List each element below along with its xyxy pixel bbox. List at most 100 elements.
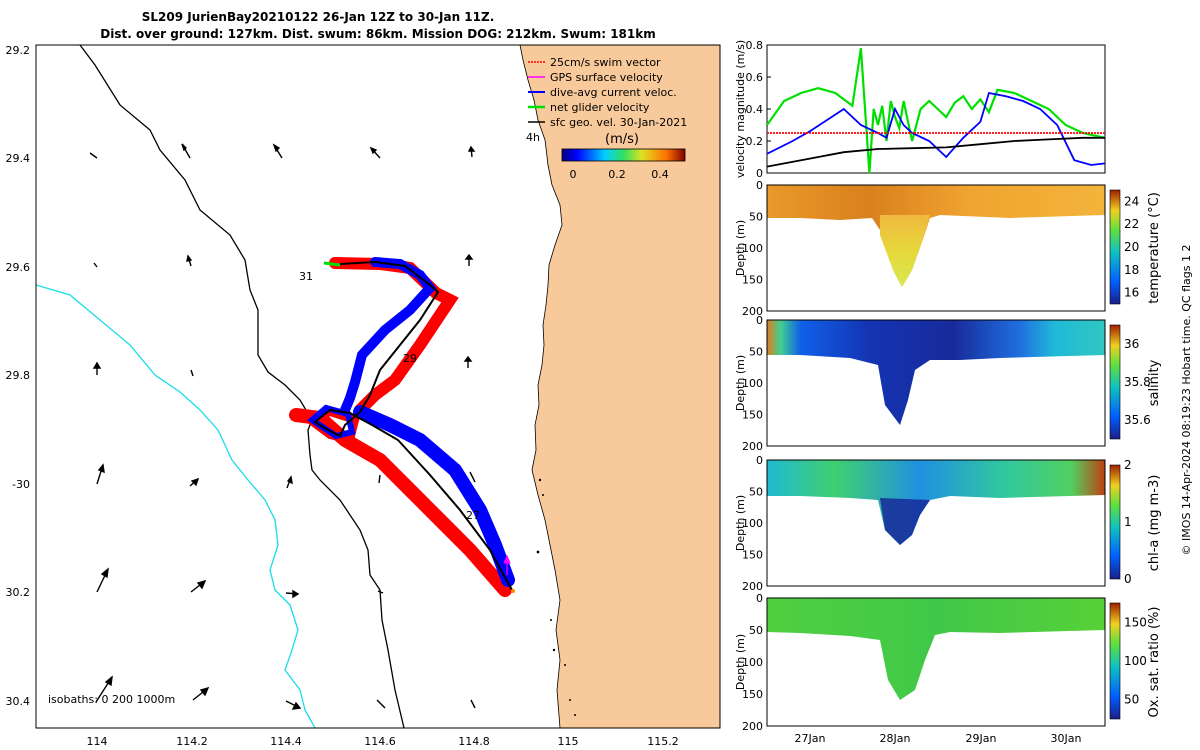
velocity-plot-frame [766, 44, 1106, 174]
salinity-colorbar [1109, 324, 1121, 440]
map-x-axis: 114 114.2 114.4 114.6 114.8 115 115.2 [87, 735, 679, 748]
colorbar-tick: 24 [1124, 194, 1139, 208]
colorbar-tick: 1 [1124, 515, 1132, 529]
salinity-section: Depth (m) salinity [734, 319, 1162, 447]
depth-tick: 0 [756, 179, 763, 192]
speed-colorbar-tick: 0.4 [651, 168, 669, 181]
colorbar-tick: 35.8 [1124, 375, 1151, 389]
colorbar-tick: 22 [1124, 217, 1139, 231]
legend-net: net glider velocity [550, 101, 650, 114]
colorbar-tick: 150 [1124, 615, 1147, 629]
sfc-velocity-arrows [89, 143, 476, 710]
oxygen-plot-frame [766, 597, 1106, 727]
velocity-series-line [766, 48, 1106, 174]
day-label-27: 27 [466, 509, 480, 522]
map-y-tick: 29.2 [6, 44, 31, 57]
velocity-series-line [766, 91, 1106, 166]
velocity-series-line [766, 136, 1105, 168]
time-x-tick: 27Jan [795, 732, 826, 745]
velocity-y-tick: 0.4 [746, 103, 764, 116]
speed-colorbar-tick: 0 [570, 168, 577, 181]
map-y-tick: 29.6 [6, 261, 31, 274]
map-x-tick: 114 [87, 735, 108, 748]
depth-tick: 0 [756, 592, 763, 605]
colorbar-tick: 36 [1124, 337, 1139, 351]
depth-tick: 50 [749, 486, 763, 499]
velocity-y-tick: 0.8 [746, 39, 764, 52]
map-x-tick: 115 [558, 735, 579, 748]
chl-ylabel: Depth (m) [734, 495, 747, 551]
chl-cbar-label: chl-a (mg m-3) [1147, 475, 1162, 572]
net-velocity-start [323, 261, 341, 267]
speed-colorbar-title: (m/s) [605, 132, 639, 147]
map-y-axis: 29.2 29.4 29.6 29.8 -30 30.2 30.4 [6, 44, 31, 708]
day-label-29: 29 [403, 352, 417, 365]
temperature-plot-frame [766, 184, 1106, 312]
temperature-colorbar [1109, 189, 1121, 305]
oxygen-colorbar [1109, 602, 1121, 720]
salinity-cbar-label: salinity [1147, 359, 1162, 406]
map-x-tick: 114.6 [364, 735, 396, 748]
oxygen-section: Depth (m) Ox. sat. ratio (%) [734, 597, 1162, 727]
legend-sfc: sfc geo. vel. 30-Jan-2021 [550, 116, 687, 129]
map-x-tick: 114.2 [176, 735, 208, 748]
isobath-1000m [36, 284, 316, 728]
depth-tick: 200 [742, 580, 763, 593]
depth-tick: 50 [749, 624, 763, 637]
legend-swim: 25cm/s swim vector [550, 56, 661, 69]
depth-tick: 200 [742, 440, 763, 453]
time-x-tick: 30Jan [1051, 732, 1082, 745]
imos-credit: © IMOS 14-Apr-2024 08:19:23 Hobart time.… [1180, 245, 1193, 556]
velocity-ylabel: velocity magnitude (m/s) [734, 40, 747, 178]
velocity-series-group [766, 48, 1106, 174]
map-x-tick: 115.2 [647, 735, 679, 748]
isobath-200m [79, 45, 405, 728]
colorbar-tick: 100 [1124, 654, 1147, 668]
map-x-tick: 114.8 [458, 735, 490, 748]
depth-tick: 100 [742, 242, 763, 255]
colorbar-tick: 20 [1124, 240, 1139, 254]
salinity-plot-frame [766, 319, 1106, 447]
legend-dive-avg: dive-avg current veloc. [550, 86, 677, 99]
colorbar-tick: 2 [1124, 458, 1132, 472]
velocity-panel: 0 0.2 0.4 0.6 0.8 velocity magnitude (m/s) [734, 39, 1106, 180]
chl-plot-frame [766, 459, 1106, 587]
map-y-tick: 30.2 [6, 586, 31, 599]
depth-tick: 50 [749, 346, 763, 359]
section-axes: 050100150200161820222405010015020035.635… [742, 179, 1151, 733]
temperature-cbar-label: temperature (°C) [1147, 192, 1162, 304]
depth-tick: 0 [756, 454, 763, 467]
depth-tick: 100 [742, 656, 763, 669]
colorbar-tick: 50 [1124, 693, 1139, 707]
map-y-tick: -30 [12, 478, 30, 491]
map-x-tick: 114.4 [270, 735, 302, 748]
colorbar-tick: 0 [1124, 572, 1132, 586]
figure-title-line2: Dist. over ground: 127km. Dist. swum: 86… [100, 27, 656, 41]
map-y-tick: 30.4 [6, 695, 31, 708]
map-y-tick: 29.8 [6, 369, 31, 382]
depth-tick: 150 [742, 688, 763, 701]
time-x-axis: 27Jan 28Jan 29Jan 30Jan [795, 732, 1082, 745]
speed-colorbar-tick: 0.2 [608, 168, 626, 181]
legend-gps: GPS surface velocity [550, 71, 663, 84]
depth-tick: 200 [742, 305, 763, 318]
day-label-31: 31 [299, 270, 313, 283]
depth-tick: 150 [742, 549, 763, 562]
colorbar-tick: 35.6 [1124, 413, 1151, 427]
colorbar-tick: 18 [1124, 263, 1139, 277]
gps-surface-arrow [503, 554, 511, 575]
map-legend: 25cm/s swim vector GPS surface velocity … [526, 56, 687, 181]
oxygen-ylabel: Depth (m) [734, 634, 747, 690]
depth-tick: 50 [749, 211, 763, 224]
velocity-y-tick: 0 [756, 167, 763, 180]
isobaths-label: isobaths: 0 200 1000m [48, 693, 175, 706]
temperature-section: Depth (m) temperature (°C) [734, 184, 1162, 312]
velocity-y-tick: 0.6 [746, 71, 764, 84]
figure-title-line1: SL209 JurienBay20210122 26-Jan 12Z to 30… [142, 10, 495, 24]
colorbar-tick: 16 [1124, 286, 1139, 300]
land-area [519, 45, 720, 728]
legend-note: 4h [526, 131, 540, 144]
salinity-ylabel: Depth (m) [734, 355, 747, 411]
velocity-y-axis: 0 0.2 0.4 0.6 0.8 [746, 39, 771, 180]
